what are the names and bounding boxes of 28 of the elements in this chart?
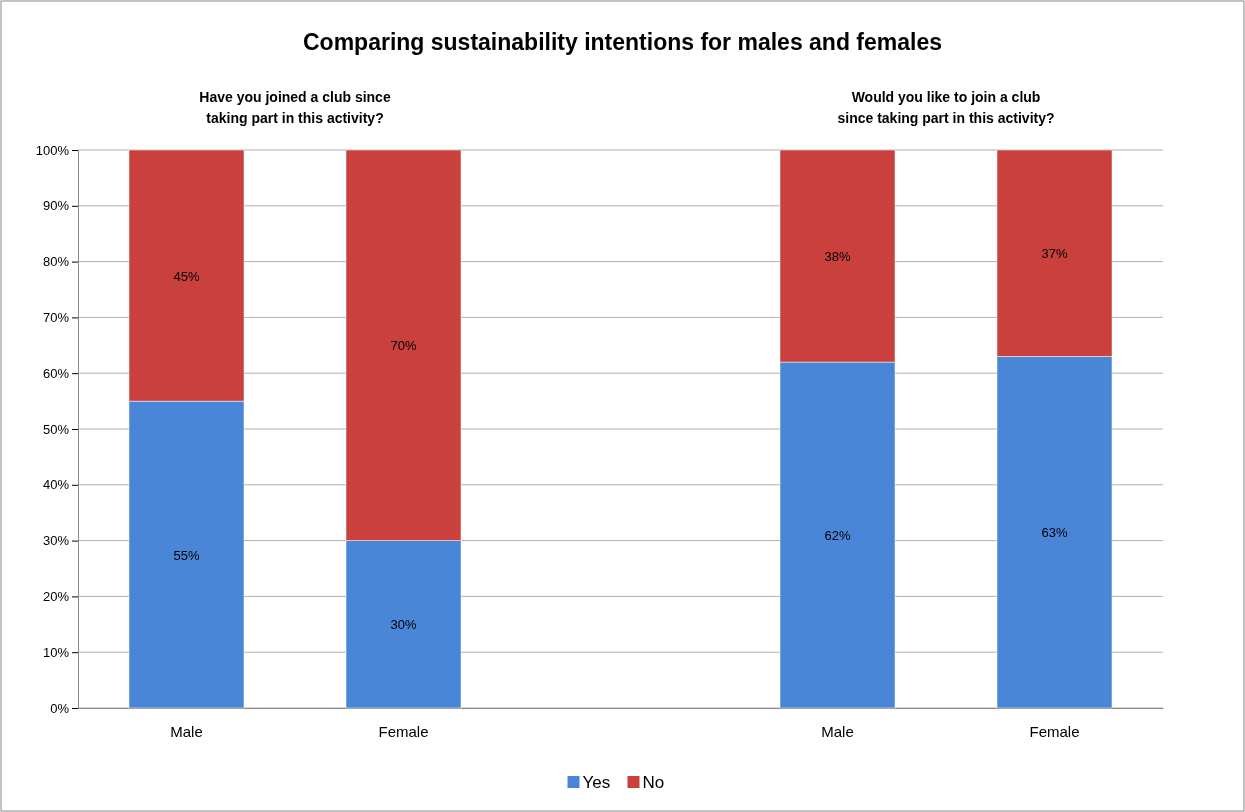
y-tick-label: 60% bbox=[42, 365, 70, 381]
data-label: 30% bbox=[390, 617, 417, 633]
data-label: 38% bbox=[824, 249, 851, 265]
data-label: 62% bbox=[824, 528, 851, 544]
y-tick-label: 70% bbox=[42, 310, 70, 326]
y-tick-label: 50% bbox=[42, 421, 70, 437]
x-tick-label: Male bbox=[821, 722, 854, 740]
y-tick-label: 90% bbox=[42, 198, 70, 214]
legend-label: Yes bbox=[582, 773, 611, 792]
x-tick-label: Female bbox=[378, 722, 429, 740]
y-tick-label: 80% bbox=[42, 254, 70, 270]
chart-title: Comparing sustainability intentions for males and females bbox=[302, 29, 943, 55]
y-tick-label: 100% bbox=[35, 142, 70, 158]
text: Would you like to join a club since taking part in this activity? bbox=[837, 89, 1055, 126]
x-tick-label: Male bbox=[170, 722, 203, 740]
y-tick-label: 20% bbox=[42, 589, 70, 605]
y-tick-label: 0% bbox=[50, 700, 70, 716]
y-tick-label: 10% bbox=[42, 644, 70, 660]
data-label: 55% bbox=[173, 547, 200, 563]
y-tick-label: 40% bbox=[42, 477, 70, 493]
data-label: 70% bbox=[390, 338, 417, 354]
data-label: 37% bbox=[1041, 246, 1068, 262]
data-label: 63% bbox=[1041, 525, 1068, 541]
data-label: 45% bbox=[173, 268, 200, 284]
legend-label: No bbox=[642, 773, 665, 792]
x-tick-label: Female bbox=[1029, 722, 1080, 740]
text: Have you joined a club since taking part in this activity? bbox=[199, 89, 391, 126]
y-tick-label: 30% bbox=[42, 533, 70, 549]
